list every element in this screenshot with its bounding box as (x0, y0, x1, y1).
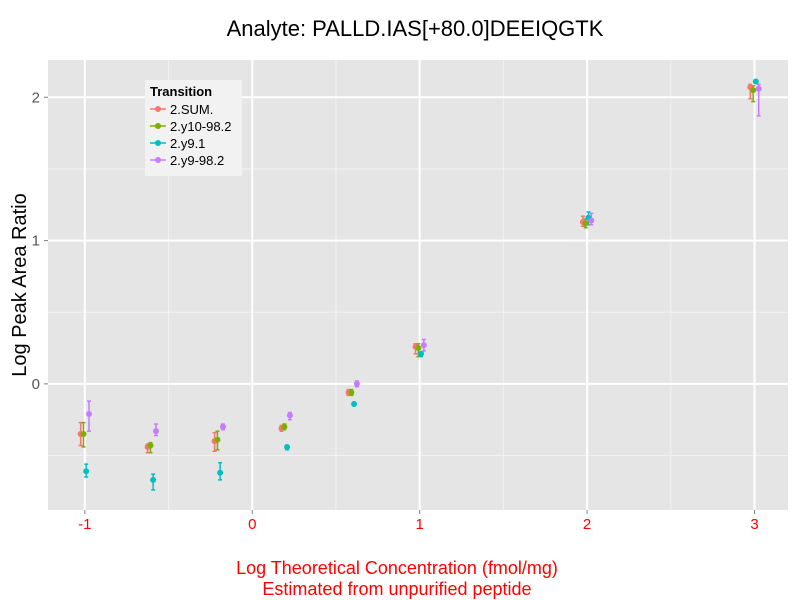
data-point (582, 220, 589, 227)
data-point (219, 423, 226, 430)
chart-title: Analyte: PALLD.IAS[+80.0]DEEIQGTK (227, 16, 604, 41)
legend-items: 2.SUM. 2.y10-98.2 2.y9.1 2.y9-98.2 (150, 102, 231, 168)
x-tick-label: 3 (750, 516, 758, 533)
x-tick-label: 0 (248, 516, 256, 533)
data-point (80, 431, 87, 438)
data-point (351, 400, 358, 407)
data-point (755, 85, 762, 92)
legend-label: 2.y10-98.2 (170, 119, 231, 134)
data-point (415, 345, 422, 352)
data-point (214, 436, 221, 443)
legend-label: 2.SUM. (170, 102, 213, 117)
data-point (152, 428, 159, 435)
data-point (83, 468, 90, 475)
data-points (77, 78, 762, 483)
x-tick-label: 1 (416, 516, 424, 533)
data-point (286, 412, 293, 419)
legend-key-point (155, 123, 161, 129)
legend-key-point (155, 157, 161, 163)
data-point (217, 469, 224, 476)
data-point (147, 442, 154, 449)
y-tick-label: 0 (32, 376, 40, 393)
x-tick-label: 2 (583, 516, 591, 533)
major-gridlines (48, 60, 788, 510)
x-axis-label-line-1: Log Theoretical Concentration (fmol/mg) (236, 558, 558, 578)
data-point (750, 87, 757, 94)
x-axis-label-line-2: Estimated from unpurified peptide (262, 579, 531, 599)
axis-ticks: -1 0 1 2 3 0 1 2 (32, 89, 759, 533)
legend-label: 2.y9-98.2 (170, 153, 224, 168)
data-point (150, 476, 157, 483)
y-tick-label: 1 (32, 233, 40, 250)
x-tick-label: -1 (78, 516, 91, 533)
data-point (353, 380, 360, 387)
legend-key-point (155, 106, 161, 112)
legend-title: Transition (150, 84, 212, 99)
data-point (752, 78, 759, 85)
legend-key-point (155, 140, 161, 146)
legend-label: 2.y9.1 (170, 136, 205, 151)
data-point (284, 443, 291, 450)
data-point (588, 217, 595, 224)
y-tick-label: 2 (32, 89, 40, 106)
data-point (418, 350, 425, 357)
data-point (420, 342, 427, 349)
data-point (348, 389, 355, 396)
data-point (86, 410, 93, 417)
legend: Transition 2.SUM. 2.y10-98.2 2.y9.1 2.y9-98… (145, 80, 242, 176)
data-point (281, 423, 288, 430)
y-axis-label: Log Peak Area Ratio (9, 193, 31, 376)
